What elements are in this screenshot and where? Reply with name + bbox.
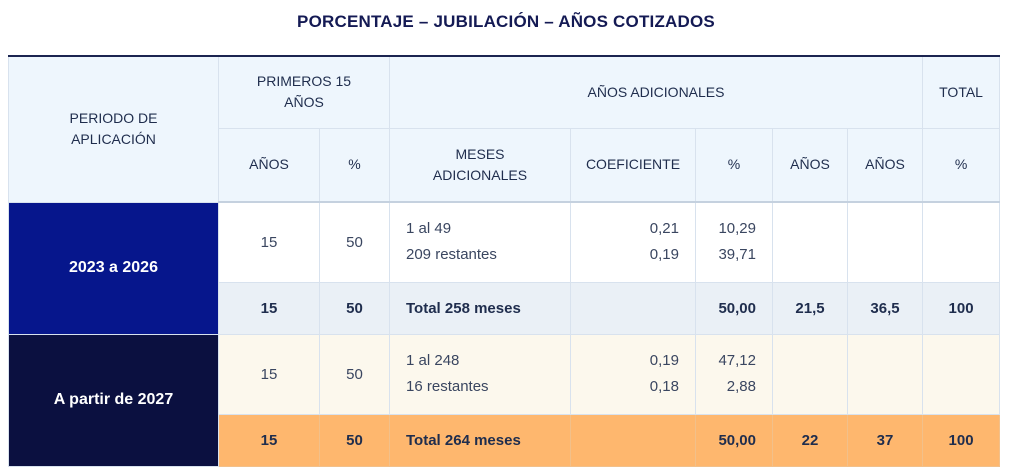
pct-add-line: 47,12 xyxy=(718,352,756,369)
pension-table: PERIODO DE APLICACIÓN PRIMEROS 15 AÑOS A… xyxy=(8,55,1001,467)
header-anos-total: AÑOS xyxy=(846,127,924,203)
coef-line: 0,21 xyxy=(649,220,679,238)
total-anos-add: 21,5 xyxy=(772,281,848,335)
pct-add-line: 39,71 xyxy=(718,246,756,264)
meses-cell: 1 al 49 209 restantes xyxy=(389,201,571,283)
anos-add-cell xyxy=(772,201,848,283)
coef-line: 0,18 xyxy=(649,378,679,395)
table-row: 2023 a 2026 15 50 1 al 49 209 restantes … xyxy=(8,201,1001,335)
header-periodo: PERIODO DE APLICACIÓN xyxy=(8,55,219,203)
period-cell: A partir de 2027 xyxy=(8,333,219,467)
header-anos-adicionales: AÑOS xyxy=(772,127,848,203)
total-pct-add: 50,00 xyxy=(695,281,773,335)
header-pct-total: % xyxy=(922,127,1001,203)
anos-cell: 15 xyxy=(218,333,320,415)
total-anos-total: 37 xyxy=(846,413,924,467)
period-cell: 2023 a 2026 xyxy=(8,201,219,335)
total-pct-total: 100 xyxy=(922,281,1001,335)
header-pct: % xyxy=(319,127,390,203)
total-anos: 15 xyxy=(218,281,320,335)
header-primeros: PRIMEROS 15 AÑOS xyxy=(218,55,390,129)
total-meses: Total 258 meses xyxy=(389,281,571,335)
pct-cell: 50 xyxy=(319,333,390,415)
meses-line: 1 al 49 xyxy=(406,220,452,238)
total-pct-total: 100 xyxy=(922,413,1001,467)
pct-add-cell: 47,12 2,88 xyxy=(695,333,773,415)
header-pct-adicional: % xyxy=(695,127,773,203)
pct-add-line: 2,88 xyxy=(726,378,756,395)
total-pct-add: 50,00 xyxy=(695,413,773,467)
total-anos: 15 xyxy=(218,413,320,467)
coef-line: 0,19 xyxy=(649,246,679,264)
header-anos: AÑOS xyxy=(218,127,320,203)
total-row: 15 50 Total 264 meses 50,00 22 37 100 xyxy=(9,413,1001,467)
coef-line: 0,19 xyxy=(649,352,679,369)
meses-line: 16 restantes xyxy=(406,378,489,395)
header-total: TOTAL xyxy=(922,55,1001,129)
anos-add-cell xyxy=(772,333,848,415)
total-meses: Total 264 meses xyxy=(389,413,571,467)
meses-line: 1 al 248 xyxy=(406,352,460,369)
anos-total-cell xyxy=(846,333,924,415)
header-adicionales: AÑOS ADICIONALES xyxy=(388,55,924,129)
pct-total-cell xyxy=(922,201,1001,283)
header-coeficiente: COEFICIENTE xyxy=(570,127,696,203)
total-pct: 50 xyxy=(319,413,390,467)
total-pct: 50 xyxy=(319,281,390,335)
meses-line: 209 restantes xyxy=(406,246,497,264)
coef-cell: 0,21 0,19 xyxy=(570,201,696,283)
pct-cell: 50 xyxy=(319,201,390,283)
anos-total-cell xyxy=(846,201,924,283)
pct-add-line: 10,29 xyxy=(718,220,756,238)
total-anos-add: 22 xyxy=(772,413,848,467)
coef-cell: 0,19 0,18 xyxy=(570,333,696,415)
total-anos-total: 36,5 xyxy=(846,281,924,335)
anos-cell: 15 xyxy=(218,201,320,283)
table-row: A partir de 2027 15 50 1 al 248 16 resta… xyxy=(8,333,1001,467)
total-coef xyxy=(570,281,696,335)
total-row: 15 50 Total 258 meses 50,00 21,5 36,5 10… xyxy=(9,281,1001,335)
page-title: PORCENTAJE – JUBILACIÓN – AÑOS COTIZADOS xyxy=(297,12,715,31)
meses-cell: 1 al 248 16 restantes xyxy=(389,333,571,415)
header-meses-adicionales: MESES ADICIONALES xyxy=(389,127,571,203)
pct-total-cell xyxy=(922,333,1001,415)
pct-add-cell: 10,29 39,71 xyxy=(695,201,773,283)
total-coef xyxy=(570,413,696,467)
